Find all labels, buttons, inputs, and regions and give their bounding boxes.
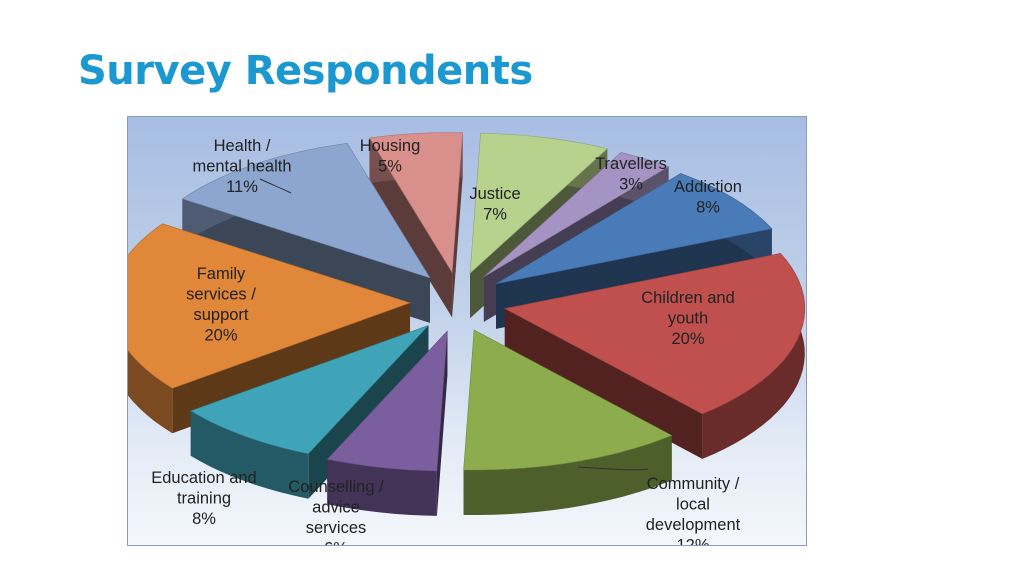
- pie-chart: Justice 7% Travellers 3% Addiction 8% Children…: [127, 116, 807, 546]
- slice-top-face: [483, 152, 670, 278]
- slice-top-face: [495, 173, 773, 285]
- pie-chart-svg: Justice 7% Travellers 3% Addiction 8% Children…: [128, 132, 806, 546]
- pie-slice: [326, 330, 448, 516]
- slice-top-face: [503, 253, 806, 415]
- slice-label-line: Children and: [641, 289, 735, 307]
- slice-top-face: [469, 132, 608, 274]
- slice-label-line: 6%: [324, 540, 348, 547]
- slice-label-line: youth: [668, 310, 708, 328]
- slice-label-line: 7%: [483, 206, 507, 224]
- slice-label-line: Addiction: [674, 178, 742, 196]
- slice-label-line: training: [177, 490, 231, 508]
- slice-label-line: development: [646, 516, 741, 534]
- slice-label: Justice 7%: [469, 185, 520, 224]
- slice-label: Health / mental health 11%: [192, 137, 291, 196]
- slice-label-line: Community /: [647, 475, 740, 493]
- slice-side-face: [452, 132, 463, 318]
- slice-label: Family services / support 20%: [186, 265, 256, 345]
- slice-label-line: Health /: [214, 137, 271, 155]
- slice-label-line: 11%: [226, 178, 258, 196]
- slice-label: Addiction 8%: [674, 178, 742, 217]
- slice-top-face: [368, 132, 463, 274]
- slice-label-line: 8%: [696, 199, 720, 217]
- slice-label-line: Family: [197, 265, 246, 283]
- slice-label-line: Education and: [151, 469, 257, 487]
- slice-label-line: 12%: [676, 537, 709, 547]
- slice-label: Counselling / advice services 6%: [288, 478, 384, 546]
- slice-label-line: Travellers: [595, 155, 667, 173]
- slice-label-line: 5%: [378, 158, 402, 176]
- slice-top-face: [181, 142, 431, 279]
- slide-title: Survey Respondents: [78, 48, 533, 94]
- slice-side-face: [369, 137, 453, 318]
- slice-labels: Justice 7% Travellers 3% Addiction 8% Children…: [151, 137, 742, 546]
- pie-slice: [463, 329, 673, 515]
- slice-label: Children and youth 20%: [641, 289, 735, 348]
- leader-line: [577, 466, 649, 471]
- slice-top-face: [463, 329, 673, 471]
- slice-outer-wall: [190, 410, 309, 499]
- slice-label: Community / local development 12%: [646, 475, 741, 546]
- slice-label: Housing 5%: [360, 137, 421, 176]
- slice-label-line: Justice: [469, 185, 520, 203]
- leader-line: [259, 178, 292, 194]
- slice-side-face: [504, 308, 703, 459]
- slice-label-line: 20%: [671, 330, 704, 348]
- slice-label-line: services /: [186, 286, 256, 304]
- leader-lines: [259, 178, 649, 471]
- slice-top-face: [128, 223, 411, 389]
- slice-top-face: [190, 325, 429, 455]
- slice-label-line: mental health: [192, 158, 291, 176]
- slice-label-line: Counselling /: [288, 478, 384, 496]
- slice-label-line: local: [676, 496, 710, 514]
- slice-label-line: services: [306, 519, 367, 537]
- pie-slice: [368, 132, 463, 318]
- slice-label-line: advice: [312, 499, 360, 517]
- slice-label-line: support: [193, 306, 248, 324]
- slice-label-line: 3%: [619, 176, 643, 194]
- pie-slice: [503, 253, 806, 459]
- slice-label-line: 8%: [192, 510, 216, 528]
- pie-slices: [128, 132, 806, 516]
- slice-outer-wall: [463, 435, 672, 515]
- slice-top-face: [326, 330, 448, 472]
- slice-label: Travellers 3%: [595, 155, 667, 194]
- slice-label-line: Housing: [360, 137, 421, 155]
- slice-label: Education and training 8%: [151, 469, 257, 528]
- slice-label-line: 20%: [204, 327, 237, 345]
- slice-outer-wall: [702, 253, 805, 459]
- slice-outer-wall: [327, 459, 437, 516]
- pie-slice: [181, 142, 431, 323]
